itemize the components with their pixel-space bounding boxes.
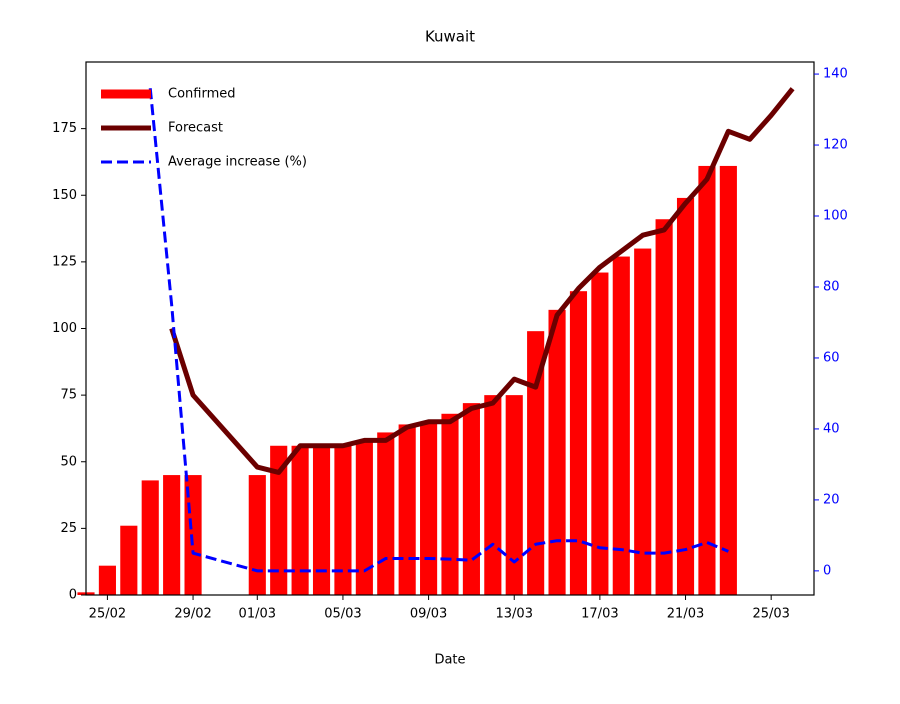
x-tick-label: 25/03 (752, 607, 789, 622)
x-tick-label: 13/03 (496, 607, 533, 622)
y2-tick-label: 100 (823, 209, 848, 224)
bar (98, 565, 116, 595)
bar (120, 525, 138, 595)
y2-tick-label: 0 (823, 563, 831, 578)
x-tick-label: 09/03 (410, 607, 447, 622)
legend-label: Confirmed (168, 87, 236, 102)
bar (612, 256, 630, 595)
bar (698, 165, 716, 595)
bar (355, 440, 373, 595)
legend-label: Average increase (%) (168, 155, 307, 170)
bar (291, 445, 309, 595)
y-tick-label: 100 (52, 321, 77, 336)
bar (719, 165, 737, 595)
bar (163, 475, 181, 595)
y-tick-label: 175 (52, 121, 77, 136)
bar (441, 413, 459, 595)
y2-tick-label: 40 (823, 421, 840, 436)
x-tick-label: 17/03 (581, 607, 618, 622)
y-tick-label: 50 (60, 454, 77, 469)
bar (141, 480, 159, 595)
x-tick-label: 21/03 (667, 607, 704, 622)
x-tick-label: 05/03 (324, 607, 361, 622)
bar (527, 331, 545, 595)
bar (462, 403, 480, 595)
y-tick-label: 125 (52, 254, 77, 269)
y-tick-label: 75 (60, 388, 77, 403)
x-axis-label: Date (434, 653, 465, 668)
bar (634, 248, 652, 596)
average-line (148, 88, 729, 573)
bar (676, 197, 695, 596)
bar (270, 445, 288, 595)
bar (312, 445, 331, 595)
y2-tick-label: 20 (823, 492, 840, 507)
y-tick-label: 150 (52, 188, 77, 203)
bar (569, 291, 588, 595)
legend-label: Forecast (168, 121, 223, 136)
y-tick-label: 0 (69, 588, 77, 603)
x-tick-label: 25/02 (89, 607, 126, 622)
bar (398, 424, 416, 595)
bar (248, 475, 266, 595)
bar (334, 445, 352, 595)
bar (505, 395, 523, 595)
x-tick-label: 29/02 (174, 607, 211, 622)
bar (655, 219, 673, 596)
bar (484, 395, 502, 595)
y2-tick-label: 60 (823, 350, 840, 365)
bar (420, 421, 438, 595)
bar (548, 309, 566, 595)
y2-tick-label: 140 (823, 67, 848, 82)
y2-tick-label: 80 (823, 279, 840, 294)
chart-title: Kuwait (425, 28, 475, 46)
x-tick-label: 01/03 (239, 607, 276, 622)
y-tick-label: 25 (60, 521, 77, 536)
forecast-line (169, 87, 795, 475)
bar (377, 432, 395, 595)
y2-tick-label: 120 (823, 138, 848, 153)
bar (591, 272, 609, 595)
